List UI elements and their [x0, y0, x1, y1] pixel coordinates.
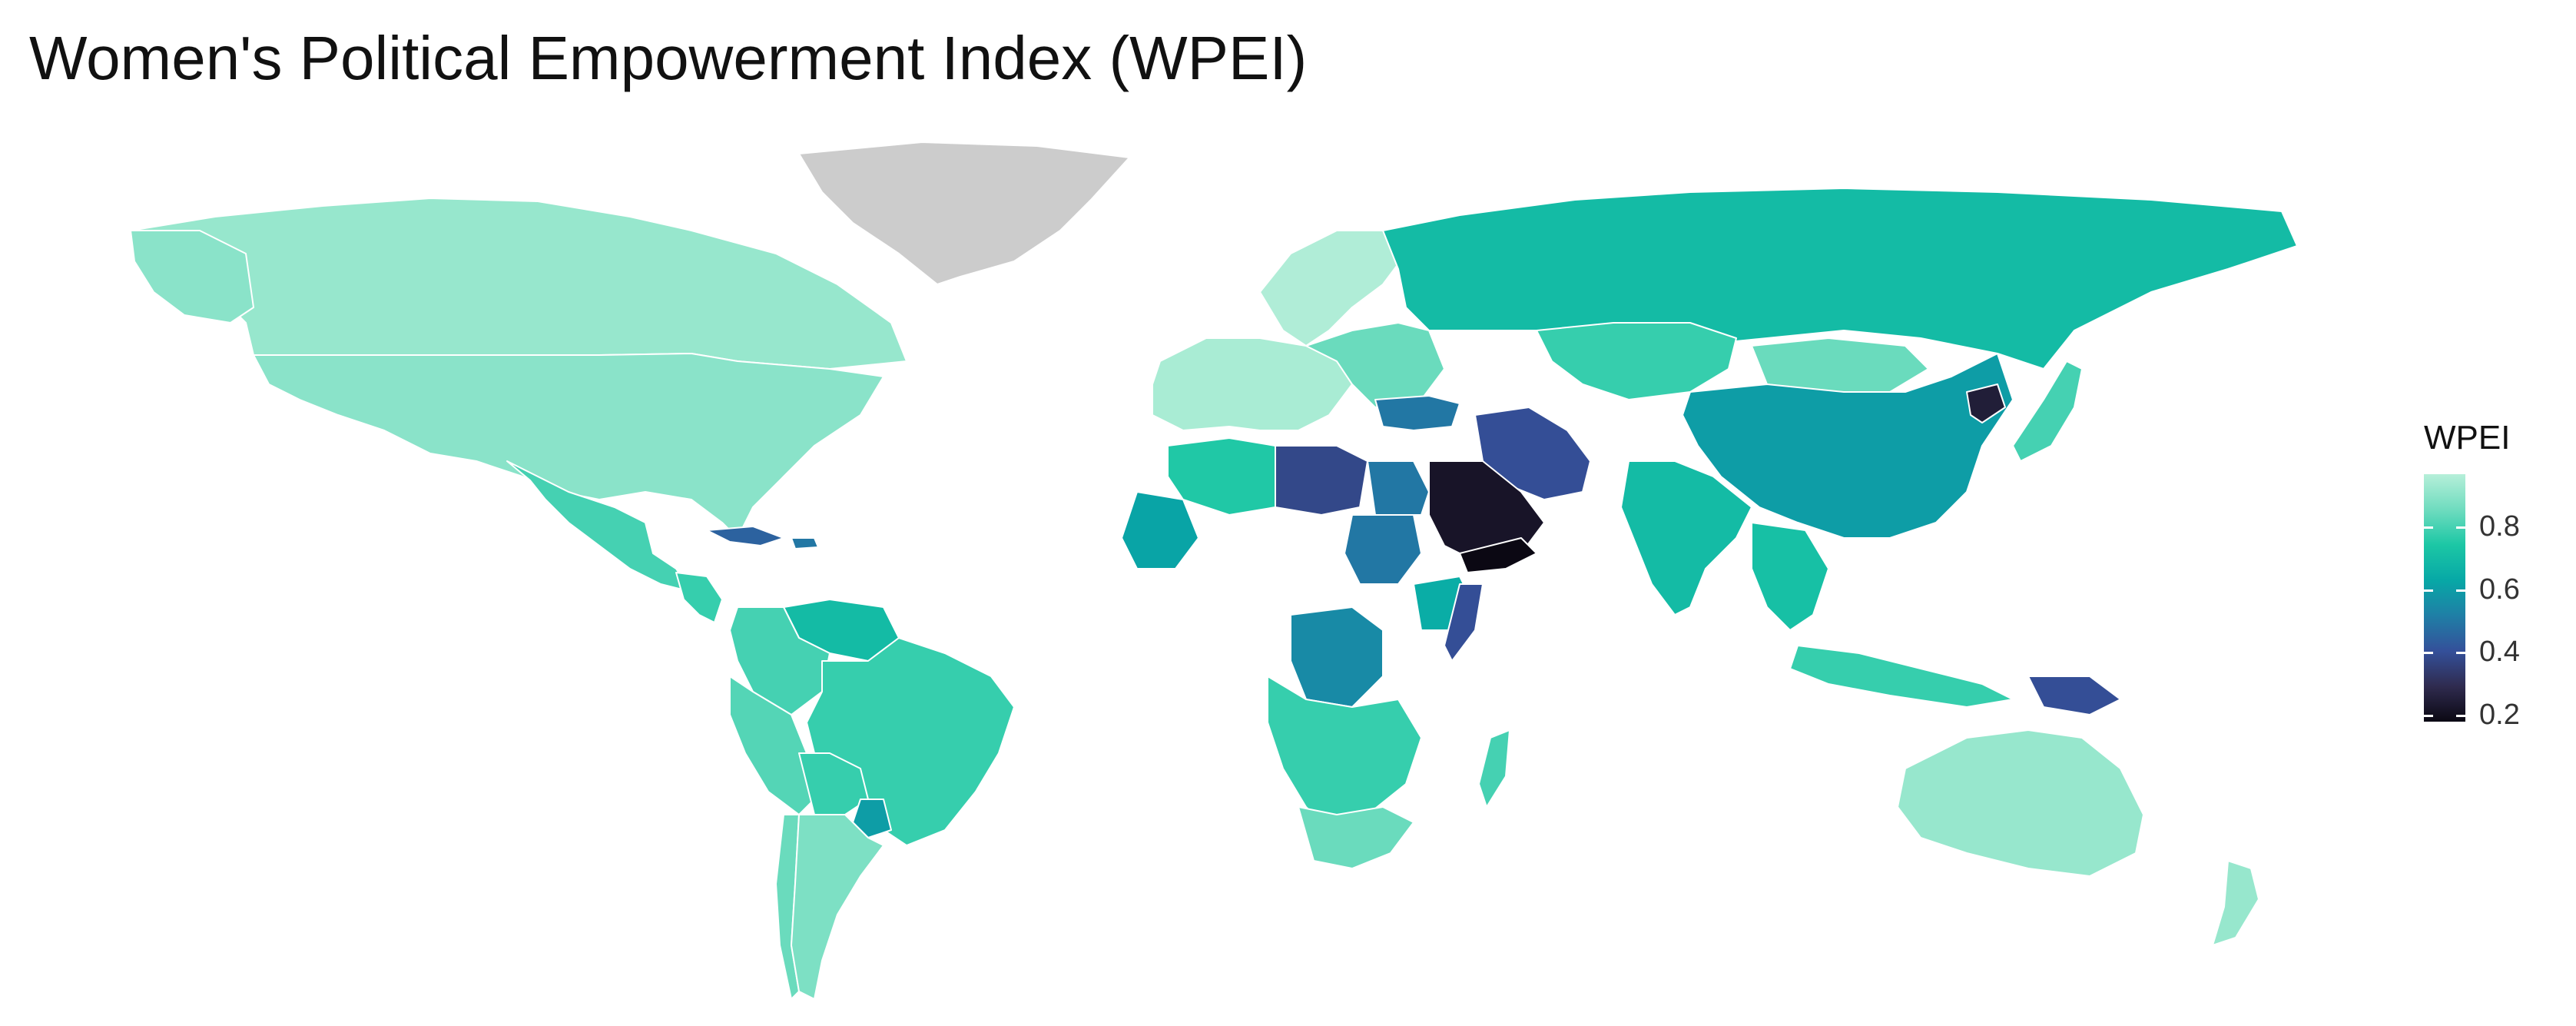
- country-eastern-europe: [1305, 322, 1445, 408]
- legend-title: WPEI: [2424, 419, 2511, 457]
- country-yemen: [1459, 537, 1537, 573]
- legend-tick-label: 0.2: [2479, 698, 2520, 731]
- country-paraguay: [852, 799, 892, 838]
- country-japan: [2012, 360, 2083, 462]
- legend-tick-label: 0.6: [2479, 573, 2520, 606]
- country-australia: [1897, 729, 2144, 877]
- country-greenland: [798, 141, 1130, 285]
- legend-tick-mark: [2456, 714, 2465, 717]
- country-mexico: [506, 460, 692, 593]
- country-cuba: [706, 526, 784, 546]
- country-egypt: [1367, 460, 1430, 516]
- country-peru: [729, 676, 815, 815]
- country-algeria: [1167, 437, 1276, 516]
- country-madagascar: [1478, 729, 1510, 808]
- country-colombia: [729, 606, 830, 716]
- country-brazil: [806, 637, 1015, 846]
- legend-tick-mark: [2424, 589, 2433, 592]
- country-alaska: [130, 230, 254, 324]
- country-dr-congo: [1290, 606, 1384, 708]
- legend-tick-mark: [2424, 714, 2433, 717]
- legend-tick-label: 0.8: [2479, 510, 2520, 543]
- country-southeast-asia: [1751, 522, 1829, 631]
- country-mali: [1121, 491, 1199, 569]
- country-china: [1682, 353, 2014, 539]
- country-kazakhstan: [1536, 322, 1737, 400]
- country-papua-new-guinea: [2027, 676, 2121, 716]
- country-western-europe: [1152, 337, 1353, 431]
- country-bolivia: [798, 752, 869, 815]
- country-scandinavia: [1259, 230, 1407, 347]
- country-india: [1620, 460, 1752, 616]
- country-new-zealand: [2212, 860, 2259, 946]
- legend-tick-mark: [2456, 589, 2465, 592]
- legend-tick-label: 0.4: [2479, 636, 2520, 669]
- country-south-africa: [1298, 806, 1414, 869]
- country-libya: [1275, 445, 1368, 516]
- country-turkey: [1374, 395, 1460, 431]
- country-haiti: [791, 537, 819, 550]
- country-sudan: [1344, 514, 1422, 585]
- country-mongolia: [1751, 337, 1929, 393]
- legend-tick-mark: [2424, 526, 2433, 530]
- country-north-korea: [1966, 384, 2006, 423]
- legend-tick-mark: [2456, 526, 2465, 530]
- country-southern-africa: [1267, 676, 1422, 831]
- legend-tick-mark: [2424, 652, 2433, 655]
- country-somalia: [1444, 583, 1484, 662]
- country-argentina: [791, 814, 884, 1000]
- legend-colorbar: [2424, 474, 2465, 722]
- country-indonesia: [1789, 645, 2014, 708]
- chart-title: Women's Political Empowerment Index (WPE…: [29, 24, 1308, 92]
- legend-tick-mark: [2456, 652, 2465, 655]
- country-central-america: [675, 572, 723, 623]
